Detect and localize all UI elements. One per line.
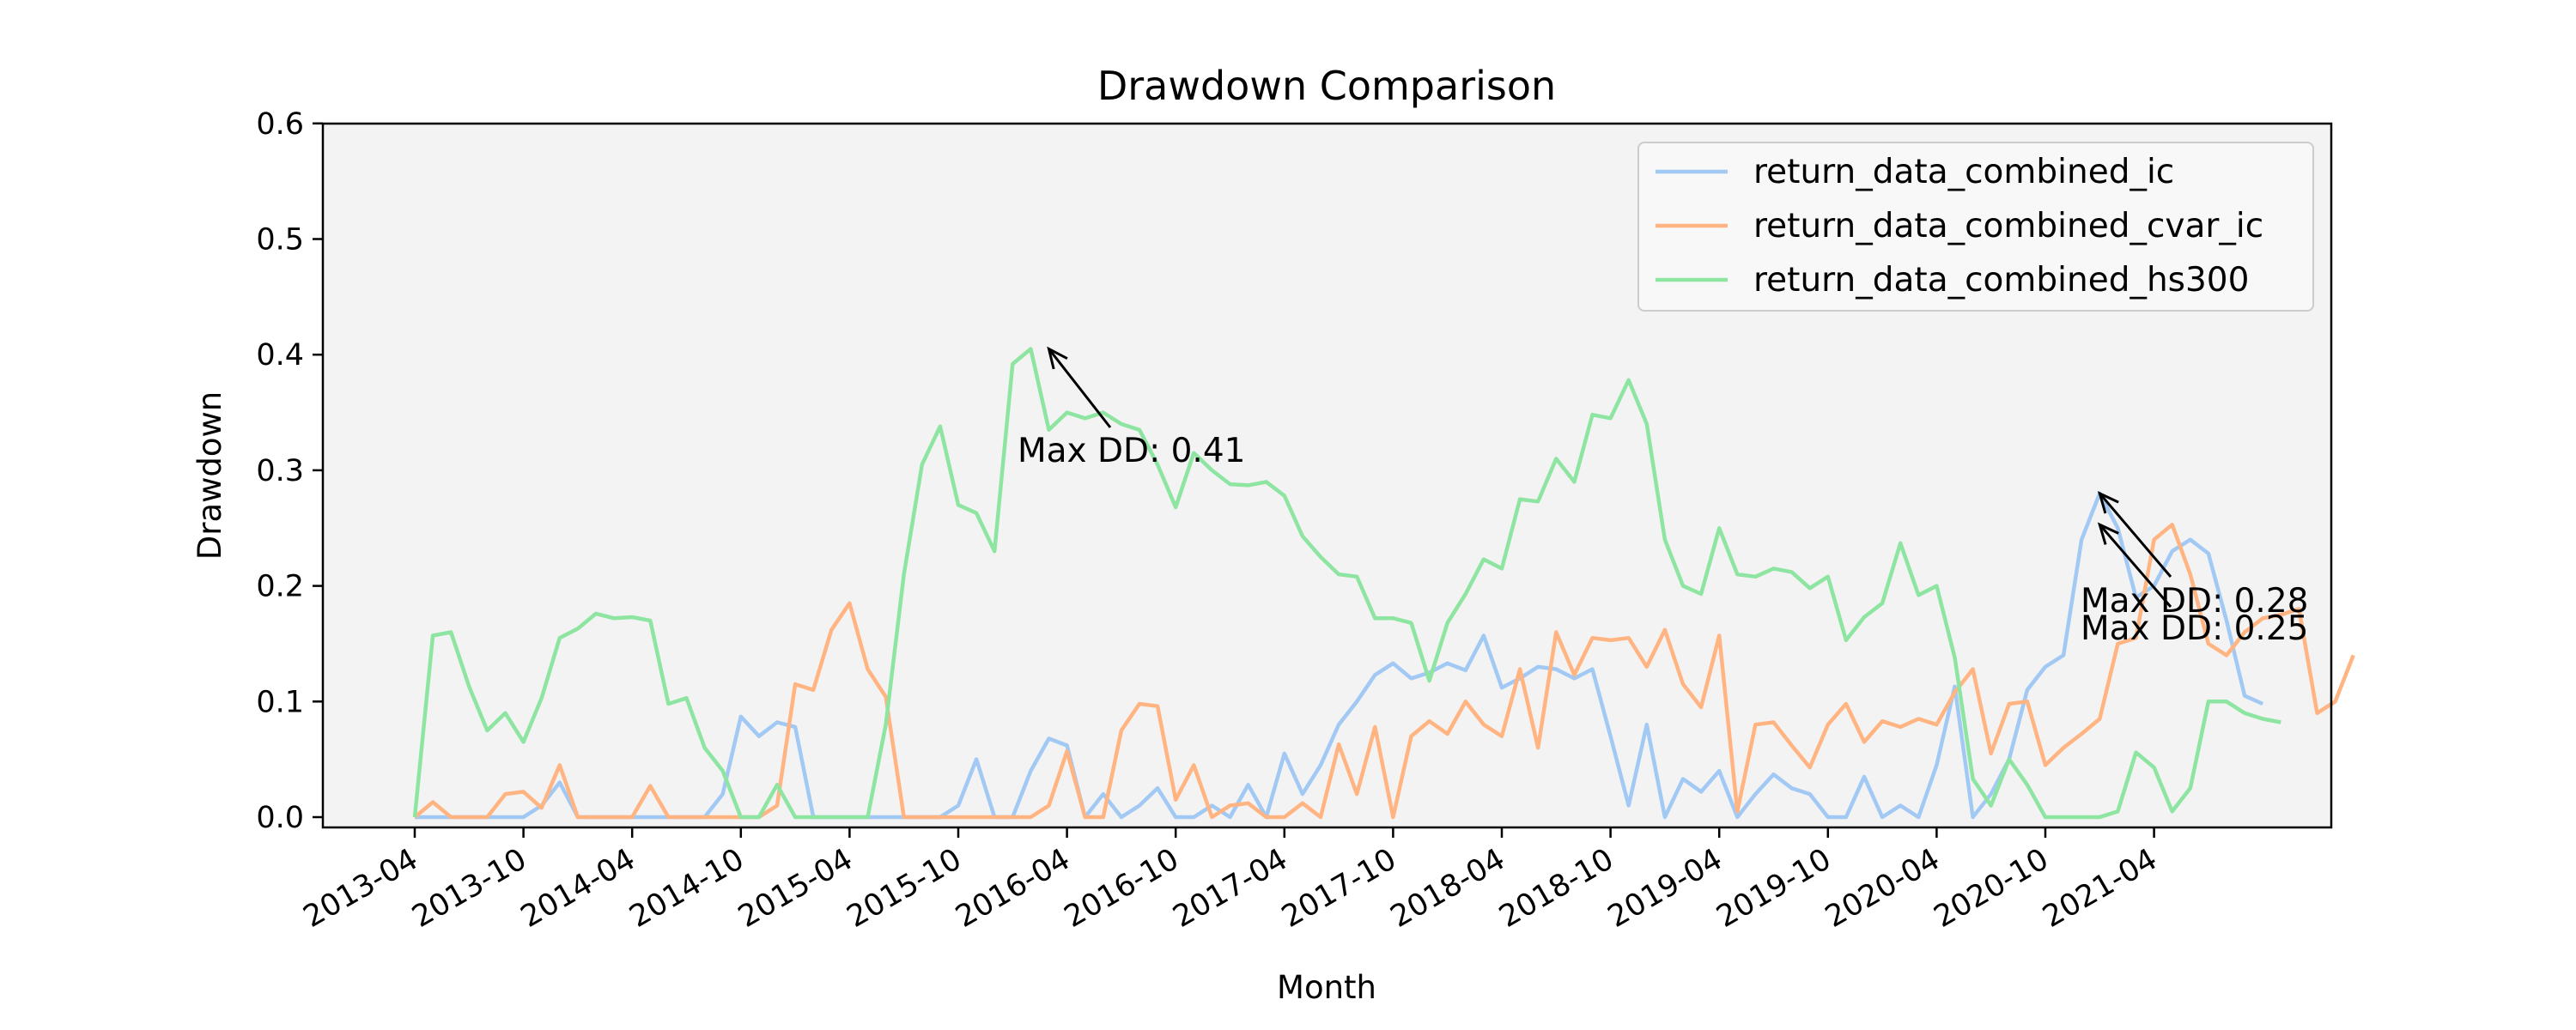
annotation-arrowhead — [2097, 522, 2119, 545]
legend-label: return_data_combined_cvar_ic — [1753, 207, 2263, 245]
series-line-return_data_combined_ic — [415, 491, 2264, 820]
legend-label: return_data_combined_ic — [1753, 153, 2174, 191]
series-line-return_data_combined_hs300 — [412, 347, 2281, 820]
annotation-arrow — [2099, 524, 2172, 608]
annotation-arrowhead — [2097, 491, 2119, 514]
annotation-label: Max DD: 0.41 — [1018, 432, 1245, 470]
y-axis: 0.0 0.1 0.2 0.3 0.4 0.5 0.6 — [256, 107, 323, 835]
y-tick-label: 0.3 — [256, 454, 304, 488]
plot-frame — [321, 122, 2333, 829]
y-tick-label: 0.1 — [256, 685, 304, 719]
y-tick-label: 0.0 — [256, 801, 304, 835]
annotation-label: Max DD: 0.28 — [2081, 582, 2308, 621]
annotation-arrow — [2099, 492, 2172, 578]
legend-label: return_data_combined_hs300 — [1753, 261, 2249, 300]
series-line-return_data_combined_cvar_ic — [413, 522, 2355, 820]
y-tick-label: 0.6 — [256, 107, 304, 142]
legend: return_data_combined_ic return_data_combi… — [1637, 142, 2314, 312]
x-axis-label: Month — [1277, 969, 1376, 1006]
y-tick-label: 0.5 — [256, 223, 304, 258]
y-axis-label: Drawdown — [191, 391, 228, 560]
annotation-label: Max DD: 0.25 — [2081, 609, 2308, 648]
series-lines — [412, 347, 2355, 820]
annotation-arrowhead — [1047, 346, 1068, 370]
legend-box — [1637, 142, 2314, 312]
annotation-arrow — [1048, 348, 1112, 428]
y-tick-label: 0.4 — [256, 338, 304, 373]
chart-title: Drawdown Comparison — [1097, 63, 1556, 109]
y-tick-label: 0.2 — [256, 570, 304, 604]
